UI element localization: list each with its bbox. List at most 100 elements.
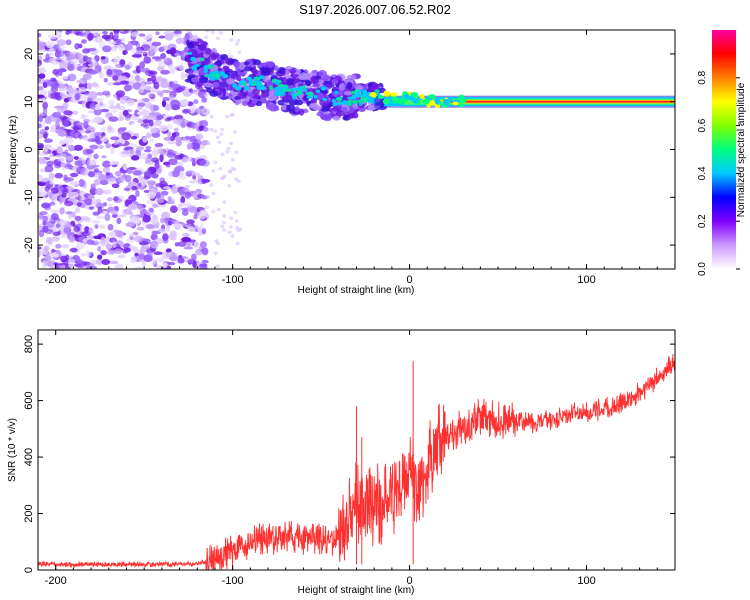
spectrogram-noise-cell [225, 150, 230, 154]
spectrogram-band-cell [346, 81, 353, 90]
spectrogram-noise-cell [99, 101, 104, 106]
spectrogram-noise-cell [156, 114, 164, 120]
spectrogram-noise-cell [109, 260, 119, 265]
spectrogram-noise-cell [160, 190, 169, 196]
colorbar-label: Normalized spectral amplitude [736, 82, 747, 217]
spectrogram-noise-cell [154, 161, 160, 170]
spectrogram-noise-cell [72, 130, 82, 139]
spectrogram-noise-cell [200, 159, 210, 167]
spectrogram-noise-cell [73, 144, 84, 151]
spectrogram-noise-cell [69, 181, 80, 186]
spectrogram-noise-cell [93, 107, 102, 116]
spectrogram-noise-cell [140, 180, 147, 187]
spectrogram-noise-cell [163, 161, 171, 166]
spectrogram-noise-cell [38, 191, 47, 197]
spectrogram-noise-cell [192, 260, 197, 269]
spectrogram-hot-cell [321, 97, 328, 102]
spectrogram-noise-cell [114, 55, 121, 62]
spectrogram-noise-cell [127, 203, 138, 210]
spectrogram-noise-cell [110, 45, 118, 52]
spectrogram-noise-cell [38, 63, 42, 67]
spectrogram-band-cell [312, 105, 322, 111]
spectrogram-hot-cell [407, 96, 414, 101]
spectrogram-hot-cell [350, 91, 356, 95]
spectrogram-noise-cell [104, 213, 111, 222]
spectrogram-noise-cell [131, 31, 139, 38]
spectrogram-noise-cell [84, 205, 90, 209]
spectrogram-band-cell [294, 99, 304, 106]
spectrogram-noise-cell [59, 61, 68, 70]
colorbar-tick-label: 0.0 [697, 262, 708, 276]
spectrogram-noise-cell [48, 47, 55, 53]
spectrogram-noise-cell [177, 257, 185, 264]
spectrogram-noise-cell [73, 30, 84, 36]
spectrogram-noise-cell [206, 110, 211, 115]
spectrogram-hot-cell [195, 63, 200, 67]
spectrogram-noise-cell [197, 226, 203, 234]
spectrogram-noise-cell [150, 75, 157, 83]
spectrogram-noise-cell [191, 253, 197, 261]
spectrogram-hot-cell [190, 56, 196, 62]
spectrogram-noise-cell [126, 169, 133, 174]
spectrogram-noise-cell [87, 194, 95, 200]
spectrogram-noise-cell [54, 172, 64, 179]
spectrogram-noise-cell [213, 129, 218, 133]
spectrogram-noise-cell [236, 179, 241, 184]
spectrogram-noise-cell [41, 179, 46, 183]
spectrogram-noise-cell [69, 172, 79, 178]
spectrogram-band-cell [196, 80, 203, 88]
spectrogram-noise-cell [167, 220, 173, 226]
spectrogram-noise-cell [201, 247, 209, 256]
spectrogram-noise-cell [80, 114, 87, 120]
spectrogram-band-cell [252, 88, 260, 96]
spectrogram-noise-cell [68, 258, 75, 265]
spectrogram-noise-cell [39, 211, 48, 216]
spectrogram-noise-cell [215, 241, 220, 246]
spectrogram-noise-cell [96, 254, 103, 260]
spectrogram-noise-cell [147, 180, 157, 186]
spectrogram-noise-cell [204, 35, 209, 40]
spectrogram-noise-cell [220, 152, 225, 157]
spectrogram-ylabel: Frequency (Hz) [8, 116, 19, 185]
spectrogram-band-cell [338, 83, 346, 91]
spectrogram-band-cell [286, 77, 295, 85]
spectrogram-noise-cell [216, 207, 221, 212]
spectrogram-noise-cell [154, 142, 164, 148]
spectrogram-noise-cell [81, 156, 87, 165]
spectrogram-noise-cell [165, 248, 172, 253]
spectrogram-noise-cell [145, 157, 151, 163]
spectrogram-cells [38, 30, 675, 269]
spectrogram-band-cell [255, 100, 263, 107]
spectrogram-noise-cell [74, 124, 83, 130]
spectrogram-noise-cell [138, 33, 146, 37]
spectrogram-noise-cell [191, 158, 196, 162]
spectrogram-noise-cell [74, 215, 82, 222]
spectrogram-noise-cell [131, 54, 142, 58]
spectrogram-noise-cell [148, 70, 158, 75]
spectrogram-noise-cell [130, 256, 137, 264]
spectrogram-noise-cell [55, 128, 62, 134]
spectrogram-noise-cell [170, 99, 181, 108]
spectrogram-noise-cell [130, 215, 141, 223]
spectrogram-noise-cell [182, 108, 191, 114]
spectrogram-noise-cell [57, 84, 67, 89]
spectrogram-noise-cell [48, 57, 56, 64]
spectrogram-noise-cell [204, 93, 209, 98]
spectrogram-noise-cell [129, 120, 135, 125]
spectrogram-noise-cell [38, 94, 45, 99]
spectrogram-hot-cell [242, 80, 247, 87]
spectrogram-y-tick-label: 0 [23, 146, 35, 152]
spectrogram-noise-cell [65, 39, 72, 46]
spectrogram-noise-cell [49, 178, 54, 185]
spectrogram-noise-cell [167, 131, 172, 138]
spectrogram-noise-cell [162, 262, 168, 269]
spectrogram-hot-cell [351, 99, 359, 105]
snr-x-tick-label: 0 [407, 575, 413, 587]
spectrogram-hot-cell [341, 100, 348, 105]
spectrogram-noise-cell [129, 236, 135, 240]
spectrogram-y-tick-label: 20 [23, 48, 35, 60]
spectrogram-noise-cell [219, 132, 224, 136]
spectrogram-noise-cell [88, 70, 98, 75]
spectrogram-noise-cell [211, 209, 216, 214]
spectrogram-noise-cell [45, 236, 53, 245]
